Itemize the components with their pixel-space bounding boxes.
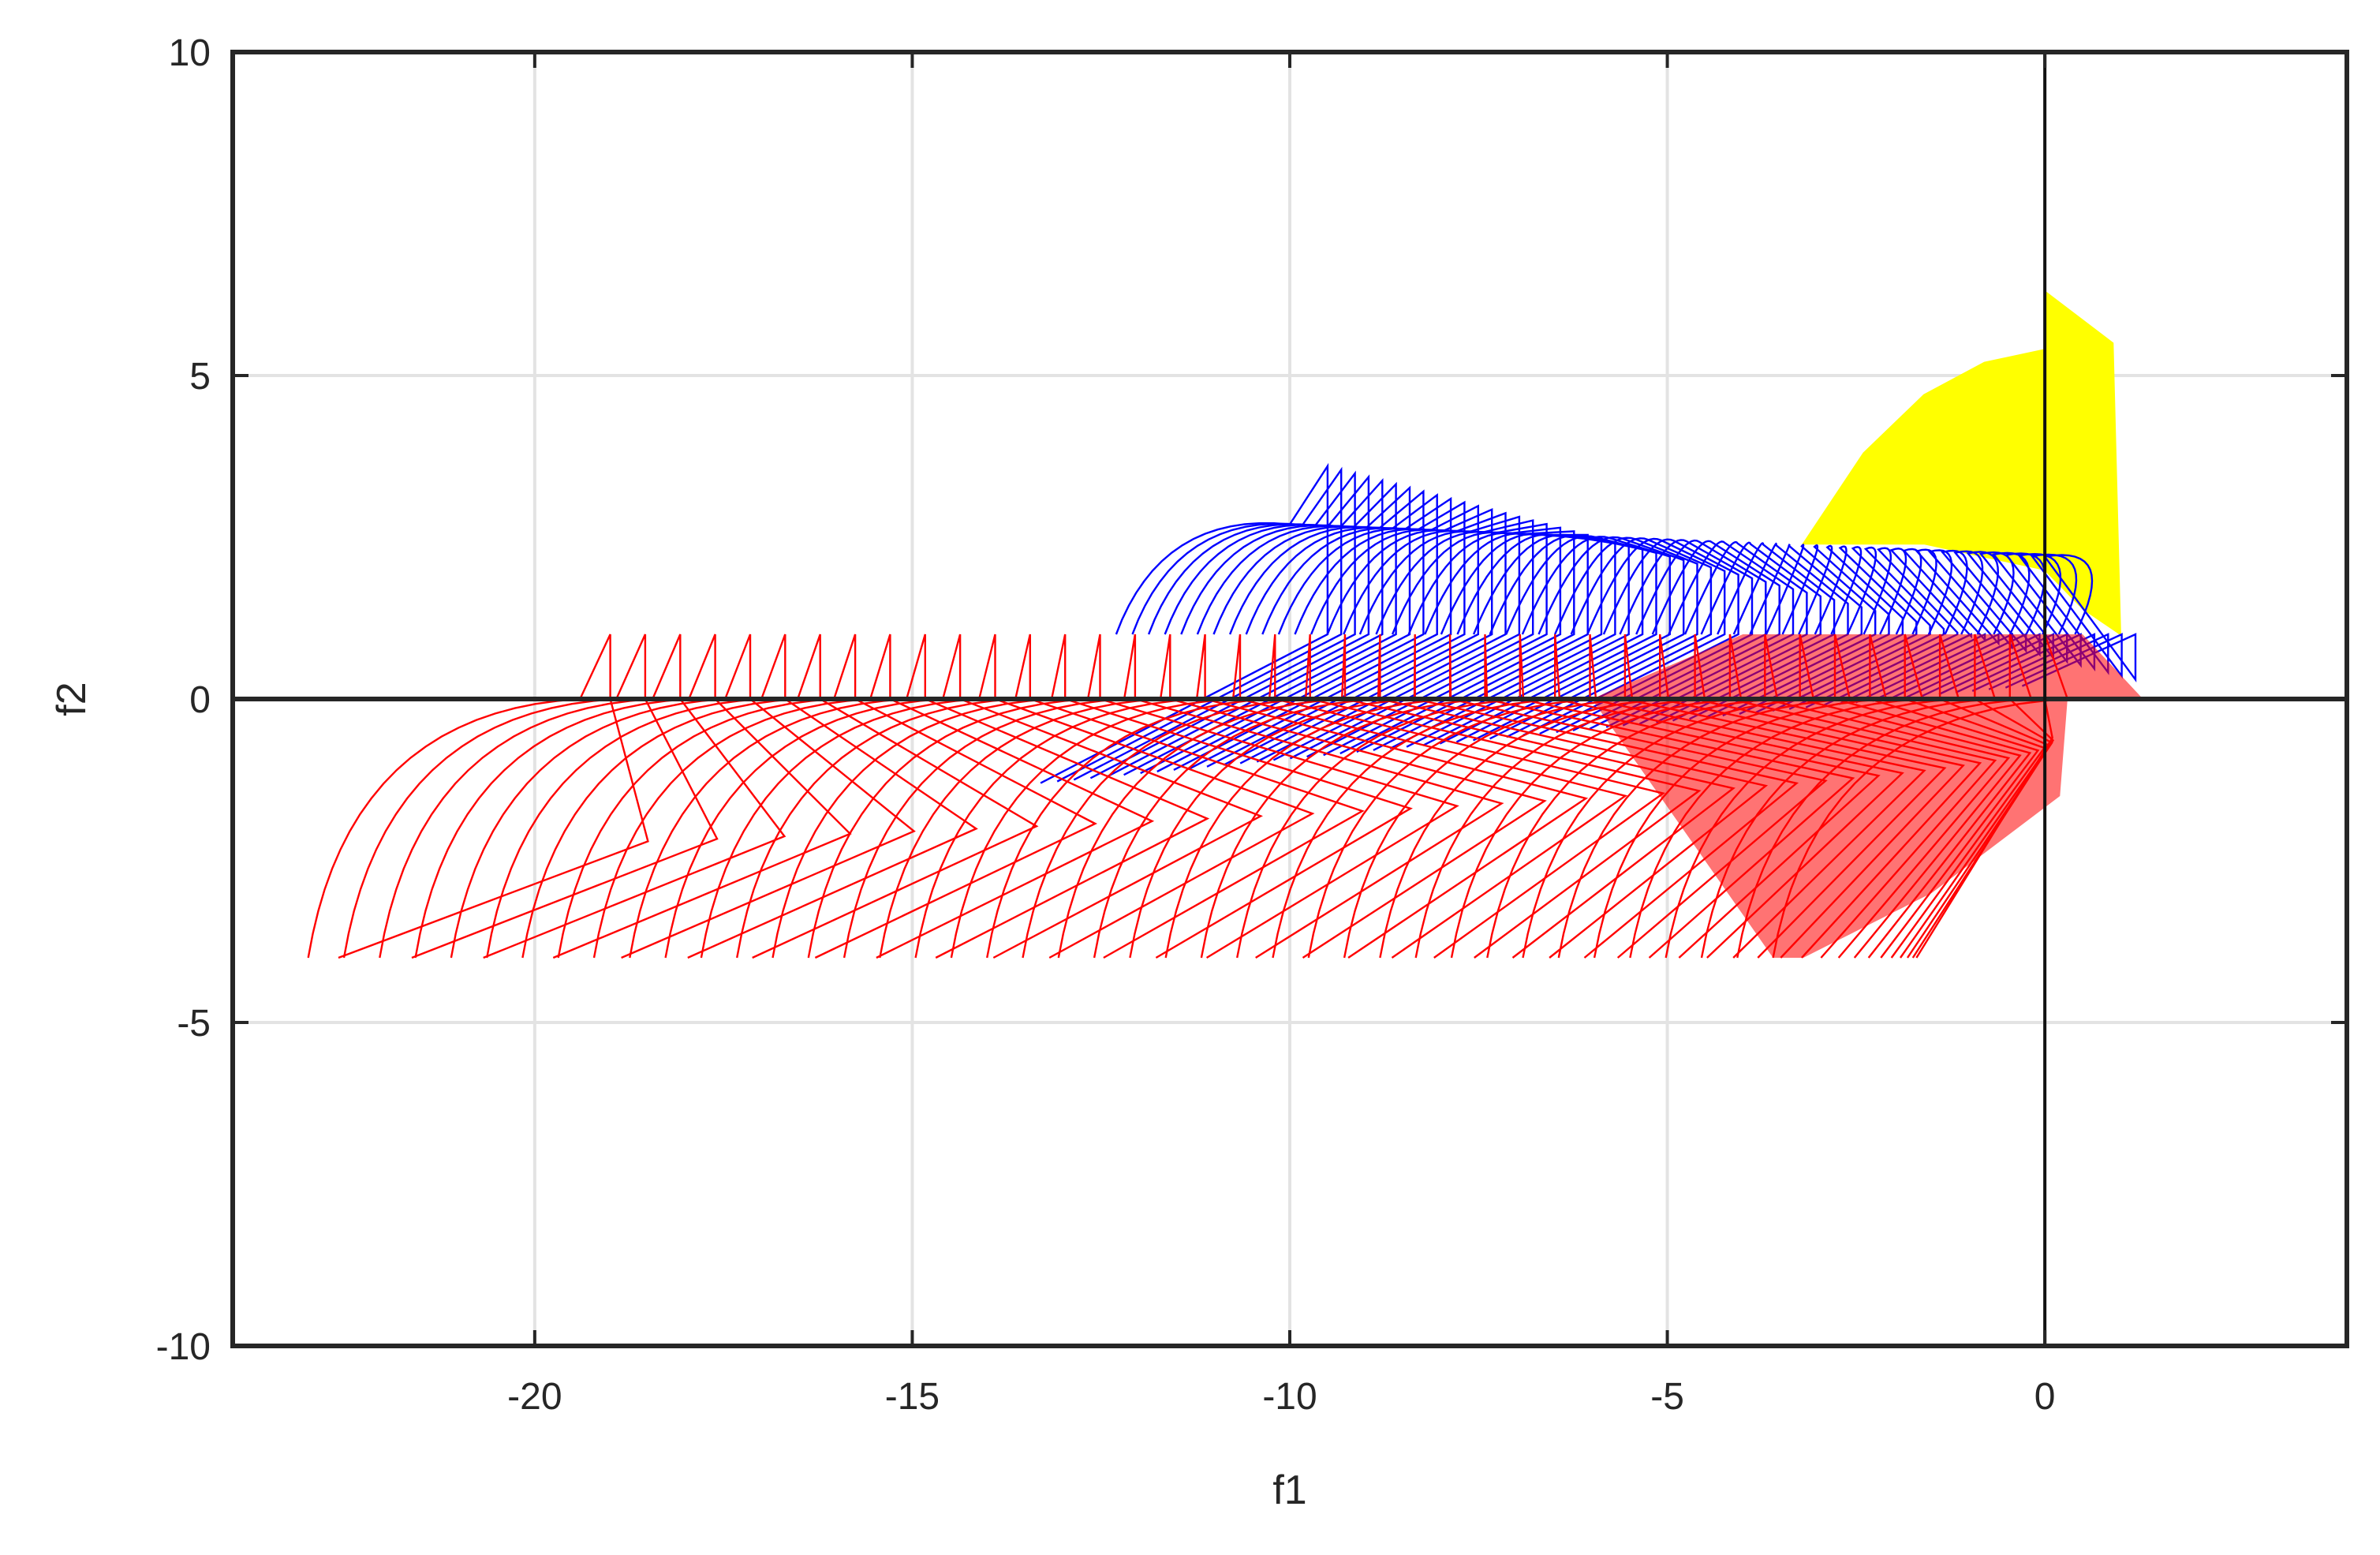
blue-curve	[1722, 544, 1890, 717]
blue-curve	[1922, 551, 2054, 697]
y-axis-label: f2	[49, 682, 95, 716]
blue-curve	[1772, 546, 1931, 712]
blue-curve	[1872, 549, 2013, 702]
blue-curve	[1622, 540, 1808, 727]
x-tick-label: 0	[2034, 1376, 2056, 1418]
x-tick-label: -5	[1650, 1376, 1684, 1418]
blue-curve	[1988, 552, 2109, 690]
blue-curve	[1556, 539, 1754, 734]
blue-curve	[1821, 548, 1972, 707]
blue-curve	[1788, 546, 1945, 710]
y-tick-label: 5	[189, 356, 211, 398]
y-tick-label: -10	[156, 1326, 211, 1368]
blue-curve	[1739, 544, 1904, 716]
y-tick-label: 10	[169, 32, 211, 74]
blue-curve	[1905, 550, 2041, 699]
y-tick-label: 0	[189, 679, 211, 721]
blue-curve	[1971, 552, 2096, 692]
blue-curve	[1755, 545, 1918, 714]
series-blue	[1040, 462, 2137, 784]
series-yellow-region	[1802, 290, 2121, 636]
blue-curve	[1605, 540, 1795, 728]
x-tick-label: -15	[885, 1376, 940, 1418]
blue-curve	[2005, 553, 2123, 689]
axes-frame	[230, 50, 2349, 1348]
y-tick-label: -5	[177, 1003, 211, 1045]
blue-curve	[1838, 548, 1986, 705]
blue-curve	[1689, 544, 1863, 720]
blue-curve	[1638, 541, 1821, 725]
blue-curve	[1523, 537, 1726, 737]
blue-curve	[1572, 539, 1767, 731]
blue-curve	[1655, 542, 1836, 723]
plot-area	[307, 290, 2143, 959]
blue-curve	[1539, 538, 1739, 735]
tick-labels: -20 -15 -10 -5 0 -10 -5 0 5 10	[156, 32, 2056, 1418]
blue-curve	[1672, 542, 1849, 722]
blue-curve	[1506, 537, 1713, 738]
blue-curve	[1589, 540, 1780, 730]
blue-curve	[1706, 543, 1877, 719]
blue-curve	[1955, 551, 2082, 693]
reference-lines	[233, 52, 2347, 1346]
x-tick-label: -10	[1262, 1376, 1317, 1418]
red-dense-region	[1591, 634, 2143, 958]
x-axis-label: f1	[1272, 1467, 1306, 1513]
blue-curve	[1889, 549, 2027, 701]
x-tick-label: -20	[507, 1376, 562, 1418]
blue-curve	[1805, 547, 1959, 708]
